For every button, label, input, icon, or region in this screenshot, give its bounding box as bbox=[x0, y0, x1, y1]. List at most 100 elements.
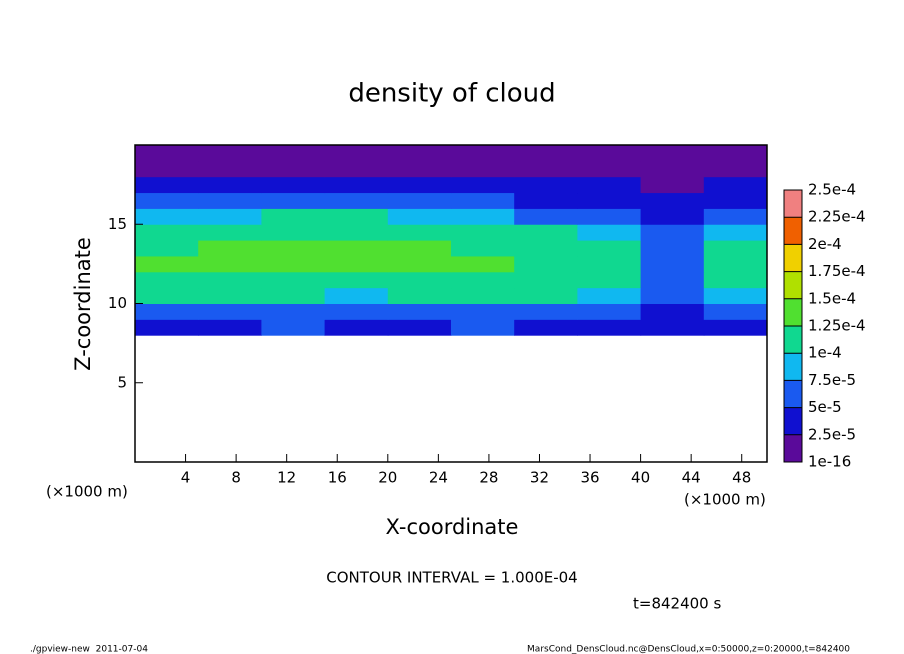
heat-cell bbox=[135, 176, 199, 194]
heat-cell bbox=[451, 145, 515, 162]
heat-cell bbox=[703, 176, 768, 194]
x-tick-label: 28 bbox=[479, 469, 498, 487]
heat-cell bbox=[261, 319, 326, 336]
heat-cell bbox=[577, 208, 642, 225]
heat-cell bbox=[135, 255, 199, 273]
heat-cell bbox=[640, 240, 705, 257]
heat-cell bbox=[261, 192, 326, 209]
heat-cell bbox=[514, 160, 578, 178]
heat-cell bbox=[640, 160, 705, 178]
heat-cell bbox=[577, 271, 642, 289]
heat-cell bbox=[577, 287, 642, 304]
heat-cell bbox=[387, 176, 452, 194]
heat-cell bbox=[135, 240, 199, 257]
time-note: t=842400 s bbox=[633, 595, 721, 613]
heat-cell bbox=[451, 287, 515, 304]
colorbar-label: 1.75e-4 bbox=[808, 262, 866, 280]
colorbar-label: 7.5e-5 bbox=[808, 371, 856, 389]
heat-cell bbox=[135, 208, 199, 225]
heat-cell bbox=[387, 255, 452, 273]
x-tick-label: 40 bbox=[631, 469, 650, 487]
heat-cell bbox=[640, 208, 705, 225]
x-tick-label: 12 bbox=[277, 469, 296, 487]
heat-cell bbox=[135, 145, 199, 162]
heat-cell bbox=[703, 192, 768, 209]
heat-cell bbox=[451, 176, 515, 194]
heat-cell bbox=[135, 319, 199, 336]
heat-cell bbox=[514, 287, 578, 304]
heat-cell bbox=[387, 160, 452, 178]
heat-cell bbox=[703, 160, 768, 178]
heat-cell bbox=[261, 240, 326, 257]
heat-cell bbox=[324, 271, 389, 289]
heat-cell bbox=[577, 192, 642, 209]
colorbar-swatch bbox=[784, 217, 802, 245]
y-tick-label: 10 bbox=[108, 294, 127, 312]
heat-cell bbox=[324, 208, 389, 225]
heat-cell bbox=[514, 224, 578, 241]
heat-cell bbox=[451, 208, 515, 225]
heat-cell bbox=[577, 224, 642, 241]
heat-cell bbox=[261, 224, 326, 241]
colorbar-swatch bbox=[784, 407, 802, 435]
x-tick-label: 20 bbox=[378, 469, 397, 487]
heat-cell bbox=[135, 192, 199, 209]
colorbar-swatch bbox=[784, 434, 802, 462]
x-unit: (×1000 m) bbox=[684, 491, 766, 509]
heat-cell bbox=[261, 271, 326, 289]
heat-cell bbox=[514, 145, 578, 162]
colorbar-swatch bbox=[784, 190, 802, 218]
colorbar-swatch bbox=[784, 353, 802, 381]
heat-cell bbox=[577, 255, 642, 273]
colorbar-label: 2e-4 bbox=[808, 235, 842, 253]
heat-cell bbox=[261, 303, 326, 320]
heat-cell bbox=[451, 255, 515, 273]
colorbar-label: 2.5e-4 bbox=[808, 181, 856, 199]
x-tick-label: 36 bbox=[580, 469, 599, 487]
heat-cell bbox=[514, 176, 578, 194]
heat-cell bbox=[198, 224, 262, 241]
heat-cell bbox=[387, 287, 452, 304]
heat-cell bbox=[324, 303, 389, 320]
x-tick-label: 44 bbox=[682, 469, 701, 487]
heat-cell bbox=[324, 255, 389, 273]
heat-cell bbox=[514, 319, 578, 336]
heat-cell bbox=[135, 224, 199, 241]
heat-cell bbox=[135, 160, 199, 178]
heat-cell bbox=[514, 192, 578, 209]
heat-cell bbox=[198, 240, 262, 257]
heat-cell bbox=[135, 287, 199, 304]
heat-cell bbox=[198, 208, 262, 225]
heat-cell bbox=[703, 240, 768, 257]
heat-cell bbox=[577, 240, 642, 257]
heat-cell bbox=[703, 287, 768, 304]
heat-cell bbox=[640, 255, 705, 273]
heat-cell bbox=[387, 224, 452, 241]
heat-cell bbox=[514, 271, 578, 289]
heat-cell bbox=[387, 271, 452, 289]
colorbar-label: 5e-5 bbox=[808, 398, 842, 416]
colorbar-swatch bbox=[784, 326, 802, 354]
colorbar-swatch bbox=[784, 271, 802, 299]
heat-cell bbox=[198, 287, 262, 304]
heat-cell bbox=[577, 145, 642, 162]
heat-cell bbox=[640, 303, 705, 320]
heat-cell bbox=[514, 303, 578, 320]
heat-cell bbox=[640, 145, 705, 162]
colorbar-label: 1e-16 bbox=[808, 453, 851, 471]
heat-cell bbox=[640, 192, 705, 209]
heat-cell bbox=[703, 145, 768, 162]
x-tick-label: 24 bbox=[429, 469, 448, 487]
heat-cell bbox=[703, 303, 768, 320]
heat-cell bbox=[577, 160, 642, 178]
heat-cell bbox=[324, 319, 389, 336]
heat-cell bbox=[324, 176, 389, 194]
x-tick-label: 48 bbox=[732, 469, 751, 487]
heat-cell bbox=[703, 224, 768, 241]
chart-title: density of cloud bbox=[348, 79, 555, 109]
heat-cell bbox=[640, 271, 705, 289]
heat-cell bbox=[198, 192, 262, 209]
heat-cell bbox=[640, 224, 705, 241]
heat-cell bbox=[261, 208, 326, 225]
